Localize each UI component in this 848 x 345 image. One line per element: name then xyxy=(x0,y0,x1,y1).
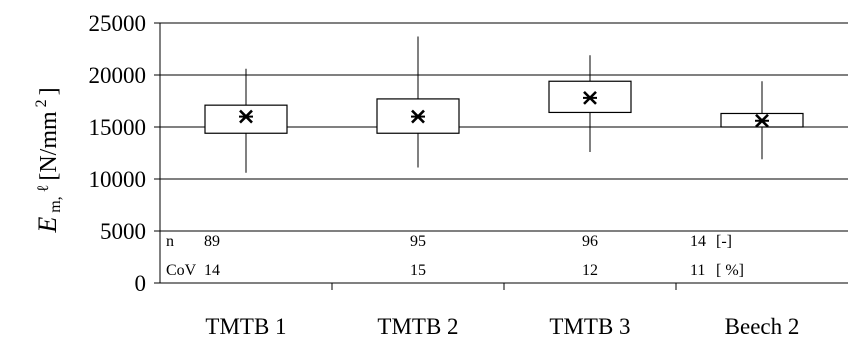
y-axis-label-unit-power: 2 xyxy=(33,99,50,107)
y-tick-label-25000: 25000 xyxy=(89,11,147,36)
stat-value-cov-1: 15 xyxy=(410,262,426,279)
stat-value-n-1: 95 xyxy=(410,233,426,250)
tick-labels: 0 5000 10000 15000 20000 25000 TMTB 1 TMTB 2 TMT… xyxy=(89,11,800,339)
stat-value-n-0: 89 xyxy=(204,233,220,250)
y-axis-label-subscript: m, xyxy=(47,196,64,212)
box-0 xyxy=(204,104,288,134)
stat-label-n: n xyxy=(166,233,174,250)
stat-value-cov-3: 11 xyxy=(690,262,705,279)
y-axis-label-unit-open: [N/mm xyxy=(36,111,62,181)
box-1 xyxy=(376,98,460,134)
stats-table: n 89 95 96 14 [-] CoV 14 15 12 11 [ %] xyxy=(166,233,744,279)
y-tick-label-5000: 5000 xyxy=(100,219,146,244)
x-tick-label-1: TMTB 2 xyxy=(377,314,458,339)
y-tick-label-15000: 15000 xyxy=(89,115,147,140)
stat-value-n-2: 96 xyxy=(582,233,598,250)
y-axis-label: E m, ℓ [N/mm 2 ] xyxy=(33,87,64,233)
stat-label-cov: CoV xyxy=(166,262,197,279)
y-tick-label-0: 0 xyxy=(135,271,147,296)
stat-unit-cov: [ %] xyxy=(716,262,744,279)
x-tick-label-3: Beech 2 xyxy=(725,314,800,339)
stat-unit-n: [-] xyxy=(716,233,732,250)
y-axis-label-ell: ℓ xyxy=(35,184,52,192)
stat-value-cov-0: 14 xyxy=(204,262,220,279)
y-tick-label-20000: 20000 xyxy=(89,63,147,88)
box-plots xyxy=(204,36,804,173)
x-tick-label-0: TMTB 1 xyxy=(205,314,286,339)
axes xyxy=(154,22,848,290)
y-tick-label-10000: 10000 xyxy=(89,167,147,192)
y-axis-label-unit-close: ] xyxy=(36,87,62,95)
stat-value-n-3: 14 xyxy=(690,233,706,250)
y-axis-label-symbol: E xyxy=(33,217,62,234)
x-tick-label-2: TMTB 3 xyxy=(549,314,630,339)
stat-value-cov-2: 12 xyxy=(582,262,598,279)
